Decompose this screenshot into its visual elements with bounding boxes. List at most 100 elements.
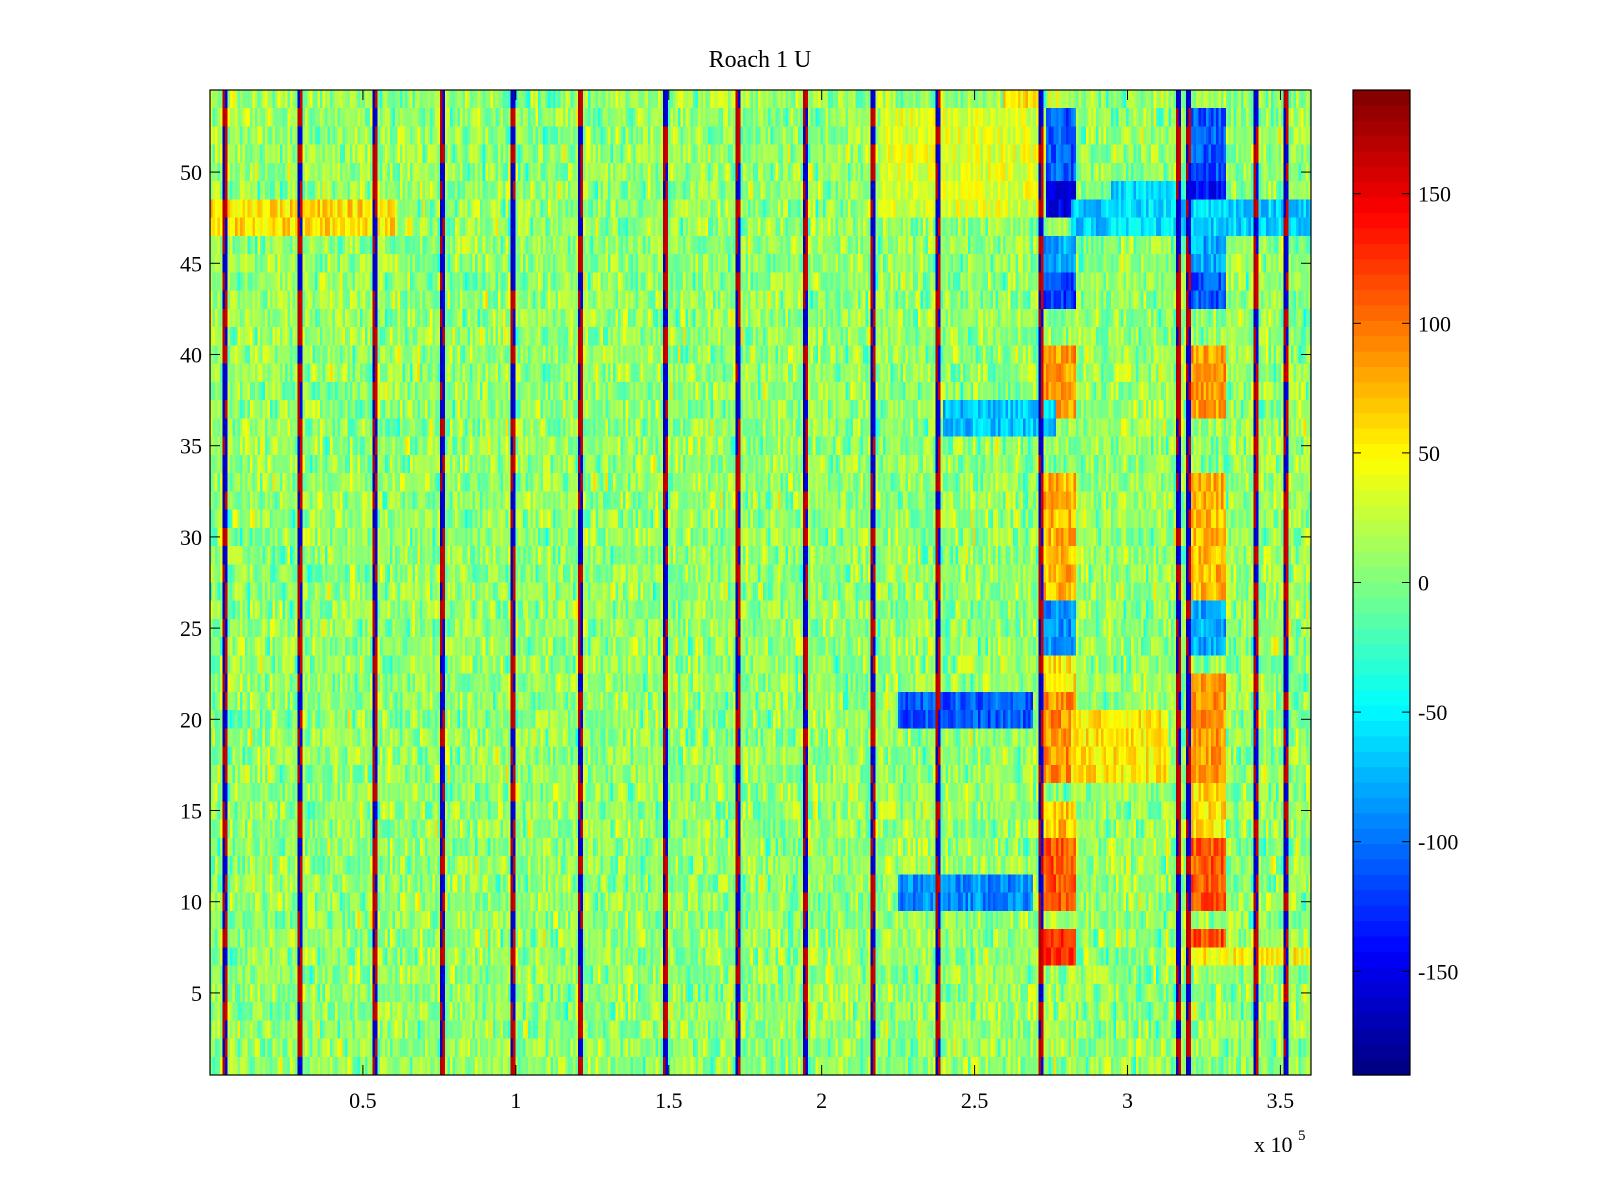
y-tick-label: 20 (180, 707, 202, 732)
y-tick-label: 45 (180, 251, 202, 276)
colorbar-swatch (1353, 397, 1410, 414)
y-tick-label: 15 (180, 799, 202, 824)
colorbar-swatch (1353, 582, 1410, 599)
colorbar-swatch (1353, 474, 1410, 491)
colorbar-swatch (1353, 628, 1410, 645)
colorbar-swatch (1353, 751, 1410, 768)
colorbar-tick-label: 100 (1418, 311, 1451, 336)
colorbar-swatch (1353, 844, 1410, 861)
colorbar-swatch (1353, 105, 1410, 122)
colorbar-swatch (1353, 1059, 1410, 1076)
colorbar-swatch (1353, 459, 1410, 476)
colorbar-swatch (1353, 490, 1410, 507)
colorbar-tick-label: 50 (1418, 441, 1440, 466)
x-axis-multiplier: x 10 5 (1254, 1128, 1306, 1157)
heatmap-image (210, 90, 1311, 1075)
y-tick-label: 5 (191, 981, 202, 1006)
colorbar-swatch (1353, 505, 1410, 522)
colorbar-swatch (1353, 921, 1410, 938)
colorbar-swatch (1353, 382, 1410, 399)
heatmap-area (210, 90, 1311, 1075)
colorbar-swatch (1353, 243, 1410, 260)
colorbar (1353, 90, 1410, 1076)
colorbar-swatch (1353, 659, 1410, 676)
colorbar-tick-label: -100 (1418, 830, 1458, 855)
colorbar-swatch (1353, 1044, 1410, 1061)
colorbar-tick-label: -50 (1418, 700, 1447, 725)
x-tick-label: 3.5 (1267, 1088, 1295, 1113)
colorbar-swatch (1353, 197, 1410, 214)
colorbar-swatch (1353, 874, 1410, 891)
colorbar-swatch (1353, 982, 1410, 999)
x-tick-label: 2 (816, 1088, 827, 1113)
x-axis-multiplier-exponent: 5 (1298, 1128, 1306, 1144)
axes-frame (209, 89, 1312, 1076)
colorbar-swatch (1353, 428, 1410, 445)
colorbar-swatch (1353, 305, 1410, 322)
colorbar-swatch (1353, 736, 1410, 753)
colorbar-swatch (1353, 151, 1410, 168)
colorbar-swatch (1353, 644, 1410, 661)
colorbar-swatch (1353, 782, 1410, 799)
y-tick-label: 30 (180, 525, 202, 550)
x-tick-label: 3 (1122, 1088, 1133, 1113)
x-tick-label: 2.5 (961, 1088, 989, 1113)
y-axis: 5 10 15 20 25 30 35 40 45 50 (180, 160, 1311, 1006)
colorbar-axis: -150 -100 -50 0 50 100 150 (1353, 182, 1458, 984)
colorbar-swatch (1353, 613, 1410, 630)
colorbar-swatch (1353, 936, 1410, 953)
y-tick-label: 25 (180, 616, 202, 641)
colorbar-swatch (1353, 1028, 1410, 1045)
colorbar-swatch (1353, 274, 1410, 291)
colorbar-swatch (1353, 828, 1410, 845)
colorbar-swatch (1353, 213, 1410, 230)
chart-title: Roach 1 U (709, 47, 812, 73)
colorbar-swatch (1353, 166, 1410, 183)
colorbar-swatch (1353, 721, 1410, 738)
colorbar-swatch (1353, 259, 1410, 276)
colorbar-swatch (1353, 890, 1410, 907)
colorbar-swatch (1353, 797, 1410, 814)
colorbar-swatch (1353, 551, 1410, 568)
colorbar-swatch (1353, 859, 1410, 876)
colorbar-swatch (1353, 705, 1410, 722)
colorbar-swatch (1353, 228, 1410, 245)
colorbar-swatch (1353, 690, 1410, 707)
colorbar-tick-label: 0 (1418, 571, 1429, 596)
colorbar-swatch (1353, 367, 1410, 384)
colorbar-swatch (1353, 120, 1410, 137)
y-tick-label: 35 (180, 434, 202, 459)
colorbar-tick-label: -150 (1418, 959, 1458, 984)
colorbar-swatch (1353, 905, 1410, 922)
y-tick-label: 40 (180, 342, 202, 367)
colorbar-swatch (1353, 567, 1410, 584)
colorbar-swatch (1353, 1013, 1410, 1030)
colorbar-swatch (1353, 290, 1410, 307)
colorbar-swatch (1353, 951, 1410, 968)
y-tick-label: 50 (180, 160, 202, 185)
colorbar-swatch (1353, 351, 1410, 368)
colorbar-swatch (1353, 90, 1410, 106)
x-axis: 0.5 1 1.5 2 2.5 3 3.5 (349, 90, 1294, 1113)
colorbar-swatch (1353, 443, 1410, 460)
colorbar-swatch (1353, 767, 1410, 784)
colorbar-swatch (1353, 413, 1410, 430)
x-axis-multiplier-base: x 10 (1254, 1132, 1293, 1157)
colorbar-swatch (1353, 336, 1410, 353)
colorbar-swatch (1353, 998, 1410, 1015)
colorbar-swatch (1353, 520, 1410, 537)
x-tick-label: 1 (510, 1088, 521, 1113)
y-tick-label: 10 (180, 890, 202, 915)
colorbar-swatch (1353, 182, 1410, 199)
colorbar-swatch (1353, 813, 1410, 830)
colorbar-swatch (1353, 536, 1410, 553)
x-tick-label: 1.5 (655, 1088, 683, 1113)
colorbar-tick-label: 150 (1418, 182, 1451, 207)
colorbar-swatch (1353, 597, 1410, 614)
colorbar-swatch (1353, 320, 1410, 337)
colorbar-swatch (1353, 967, 1410, 984)
x-tick-label: 0.5 (349, 1088, 377, 1113)
colorbar-swatch (1353, 674, 1410, 691)
colorbar-swatch (1353, 136, 1410, 153)
